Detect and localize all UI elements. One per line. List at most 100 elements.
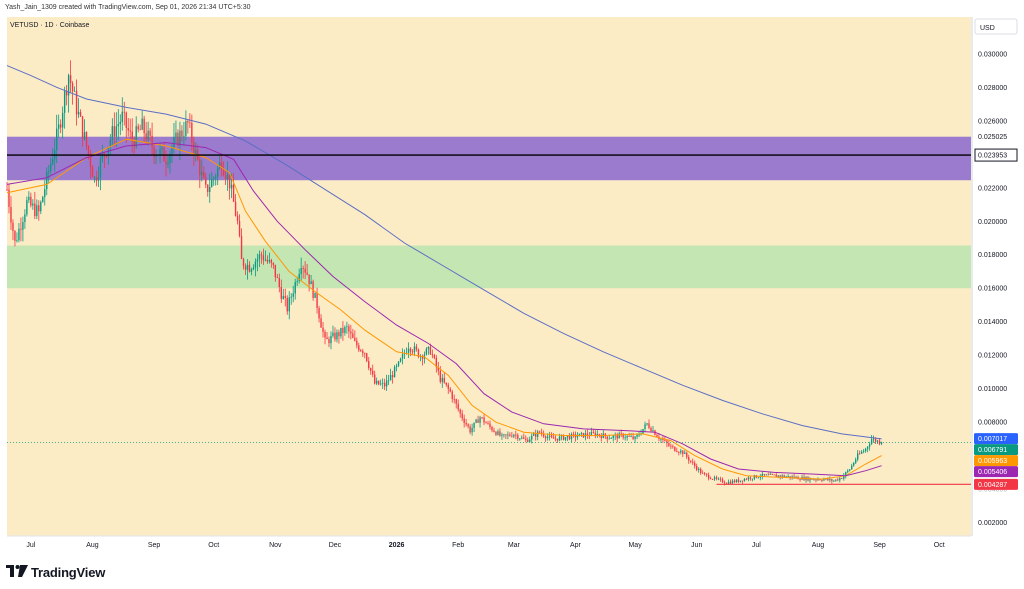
candle-body <box>340 327 342 337</box>
candle-body <box>735 479 738 483</box>
candle-body <box>332 332 334 336</box>
candle-body <box>870 439 873 445</box>
x-tick-label: Feb <box>452 542 464 549</box>
candle-body <box>449 388 451 392</box>
candle-body <box>739 480 742 482</box>
candle-body <box>129 130 131 132</box>
candle-body <box>256 259 259 262</box>
y-tick-label: 0.016000 <box>978 286 1007 293</box>
candle-body <box>431 354 434 356</box>
candle-body <box>858 453 861 455</box>
candle-body <box>485 422 487 424</box>
candle-body <box>169 153 171 163</box>
candle-body <box>250 269 253 272</box>
candle-body <box>117 124 120 127</box>
x-tick-label: Aug <box>812 542 825 549</box>
candle-body <box>215 176 217 179</box>
candle-body <box>580 432 583 434</box>
candle-body <box>379 383 382 385</box>
candle-body <box>509 434 511 436</box>
candle-body <box>248 264 251 272</box>
candle-body <box>537 431 539 437</box>
candle-body <box>220 162 223 170</box>
candle-body <box>40 202 42 212</box>
candle-body <box>205 177 207 185</box>
candle-body <box>127 127 129 131</box>
candle-body <box>479 417 481 423</box>
candle-body <box>636 434 638 437</box>
candle-body <box>507 434 509 436</box>
candle-body <box>566 435 569 438</box>
y-tick-label: 0.018000 <box>978 252 1007 259</box>
candle-body <box>314 292 316 298</box>
y-tick-label: 0.028000 <box>978 85 1007 92</box>
candle-body <box>284 295 286 298</box>
candle-body <box>535 433 537 437</box>
candle-body <box>733 480 736 483</box>
candle-body <box>721 479 724 483</box>
candle-body <box>699 468 702 474</box>
candle-body <box>427 346 430 349</box>
candle-body <box>626 435 628 438</box>
candle-body <box>453 398 455 400</box>
candle-body <box>302 268 304 269</box>
candle-body <box>866 446 869 449</box>
candle-body <box>185 121 187 137</box>
candle-body <box>296 281 298 283</box>
candle-body <box>855 459 857 463</box>
candle-body <box>731 480 734 484</box>
candle-body <box>787 476 789 477</box>
candle-body <box>767 474 769 476</box>
candle-body <box>207 184 209 193</box>
candle-body <box>447 384 449 389</box>
y-tick-label: 0.002000 <box>978 520 1007 527</box>
x-tick-label: Jul <box>26 542 35 549</box>
candle-body <box>620 433 622 435</box>
level-line-label: 0.023953 <box>978 153 1007 160</box>
price-label: 0.006791 <box>978 447 1007 454</box>
candle-body <box>236 215 239 221</box>
candle-body <box>618 433 620 439</box>
candle-body <box>656 434 658 437</box>
candle-body <box>707 474 710 479</box>
candle-body <box>471 428 473 433</box>
candle-body <box>264 259 267 261</box>
candle-body <box>624 437 626 439</box>
candle-body <box>515 434 517 436</box>
y-tick-label: 0.012000 <box>978 353 1007 360</box>
tradingview-logo-icon <box>6 565 28 577</box>
candle-body <box>348 326 350 332</box>
candle-body <box>493 430 495 432</box>
candle-body <box>139 129 141 131</box>
candle-body <box>791 476 793 478</box>
candle-body <box>258 254 261 260</box>
candle-body <box>262 255 265 261</box>
candle-body <box>77 111 80 115</box>
candle-body <box>294 282 296 294</box>
support-zone <box>7 245 971 289</box>
x-tick-label: Jun <box>691 542 702 549</box>
candle-body <box>757 477 760 479</box>
y-tick-label: 0.020000 <box>978 219 1007 226</box>
candle-body <box>238 220 241 236</box>
candle-body <box>338 332 340 337</box>
x-tick-label: Jul <box>752 542 761 549</box>
candle-body <box>465 422 467 425</box>
candle-body <box>612 435 614 439</box>
candle-body <box>320 318 322 328</box>
candle-body <box>827 478 829 481</box>
candle-body <box>783 475 785 478</box>
candle-body <box>218 162 221 169</box>
candle-body <box>533 433 535 436</box>
price-label-box <box>974 455 1018 467</box>
candle-body <box>433 355 436 358</box>
candle-body <box>161 147 163 150</box>
candle-body <box>374 374 376 384</box>
y-tick-label: 0.026000 <box>978 118 1007 125</box>
candle-body <box>491 426 493 431</box>
candle-body <box>682 450 684 455</box>
candle-body <box>125 112 127 128</box>
candle-body <box>20 228 22 230</box>
candle-body <box>457 403 459 410</box>
